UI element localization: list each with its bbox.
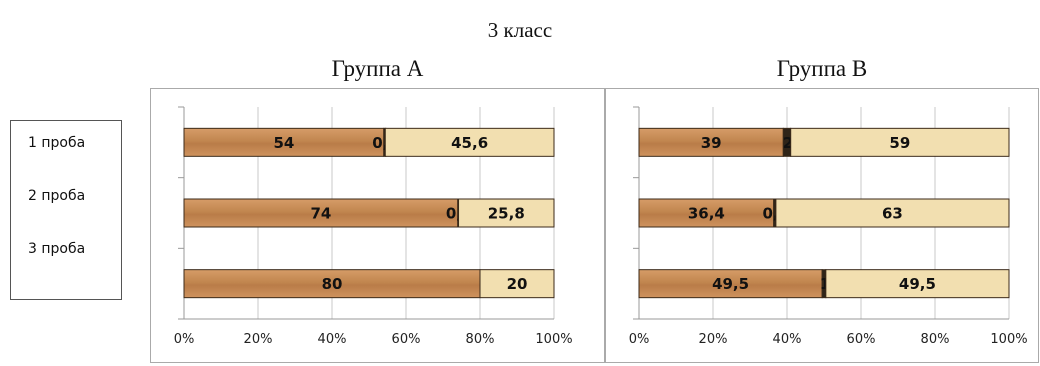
group-b-data-label-3-2: 1 bbox=[820, 275, 830, 293]
group-a-xtick-label: 80% bbox=[466, 332, 495, 347]
group-a-xtick-label: 100% bbox=[535, 332, 572, 347]
group-a-bar-1-seg-1 bbox=[183, 127, 385, 157]
group-b-data-label-2-3: 63 bbox=[882, 205, 903, 223]
group-b-data-label-3-1: 49,5 bbox=[712, 275, 749, 293]
group-a-data-label-2-3: 25,8 bbox=[488, 205, 525, 223]
group-a-bar-1-seg-3 bbox=[384, 127, 555, 157]
chart-group-b: 0%20%40%60%80%100%3925936,40,66349,5149,… bbox=[629, 106, 1028, 347]
group-b-data-label-1-1: 39 bbox=[701, 134, 722, 152]
group-b-data-label-1-3: 59 bbox=[889, 134, 910, 152]
group-b-bar-1-seg-1 bbox=[638, 127, 784, 157]
group-a-bar-2-seg-3 bbox=[458, 198, 555, 228]
row-label-box bbox=[10, 120, 122, 300]
group-b-xtick-label: 20% bbox=[699, 332, 728, 347]
group-a-xtick-label: 40% bbox=[318, 332, 347, 347]
group-a-data-label-1-1: 54 bbox=[273, 134, 294, 152]
group-a-data-label-3-3: 20 bbox=[507, 275, 528, 293]
group-b-xtick-label: 60% bbox=[847, 332, 876, 347]
group-b-xtick-label: 80% bbox=[921, 332, 950, 347]
group-b-data-label-1-2: 2 bbox=[783, 134, 793, 152]
group-b-title: Группа В bbox=[776, 56, 868, 81]
group-a-xtick-label: 0% bbox=[174, 332, 195, 347]
group-a-bar-3-seg-3 bbox=[479, 269, 555, 299]
group-b-xtick-label: 0% bbox=[629, 332, 650, 347]
group-b-data-label-3-3: 49,5 bbox=[899, 275, 936, 293]
group-b-xtick-label: 100% bbox=[990, 332, 1027, 347]
panel-group-b: 0%20%40%60%80%100%3925936,40,66349,5149,… bbox=[605, 88, 1039, 363]
group-b-bar-3-seg-3 bbox=[825, 269, 1010, 299]
row-label-3: 3 проба bbox=[28, 241, 86, 257]
group-a-data-label-3-1: 80 bbox=[322, 275, 343, 293]
row-label-2: 2 проба bbox=[28, 188, 86, 204]
group-a-data-label-1-3: 45,6 bbox=[451, 134, 488, 152]
group-b-bar-2-seg-1 bbox=[638, 198, 775, 228]
row-label-1: 1 проба bbox=[28, 135, 86, 151]
group-a-data-label-2-1: 74 bbox=[310, 205, 331, 223]
group-b-bar-1-seg-3 bbox=[790, 127, 1010, 157]
group-a-xtick-label: 20% bbox=[244, 332, 273, 347]
group-b-xtick-label: 40% bbox=[773, 332, 802, 347]
group-b-bar-2-seg-3 bbox=[775, 198, 1010, 228]
group-a-title: Группа А bbox=[331, 56, 424, 81]
group-b-data-label-2-1: 36,4 bbox=[688, 205, 725, 223]
chart-main-title: 3 класс bbox=[487, 18, 553, 42]
group-a-xtick-label: 60% bbox=[392, 332, 421, 347]
